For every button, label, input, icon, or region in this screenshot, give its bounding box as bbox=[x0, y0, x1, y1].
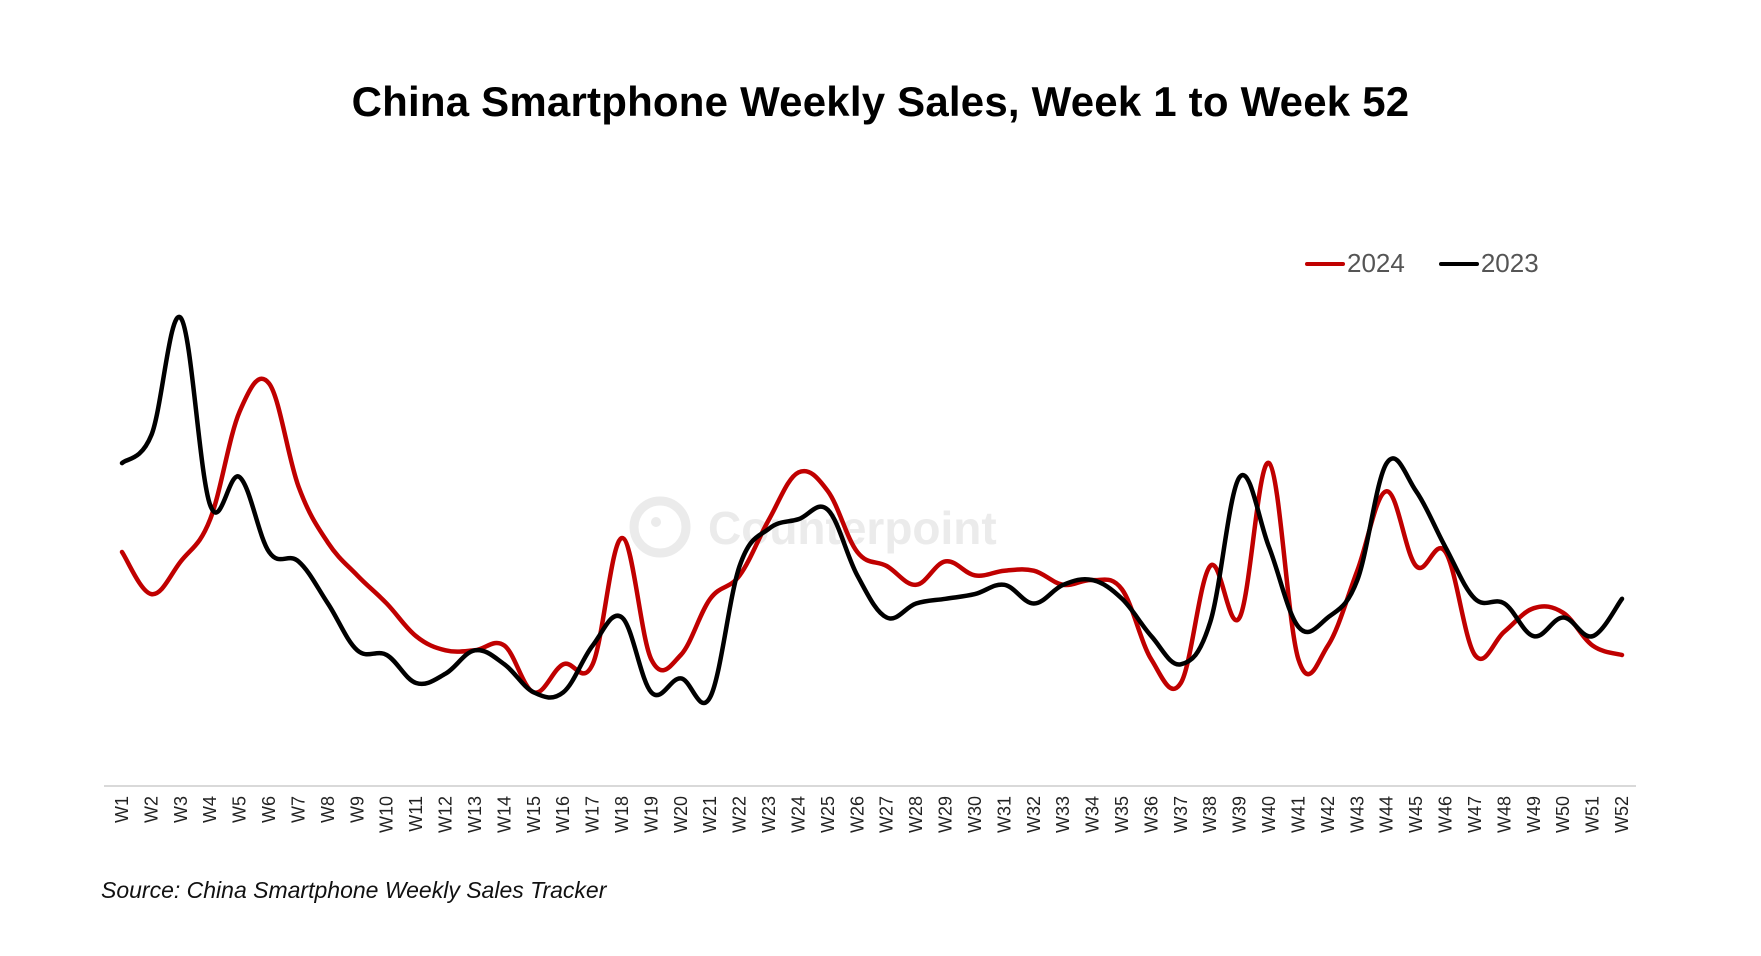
x-tick-label: W26 bbox=[847, 796, 867, 833]
x-tick-label: W24 bbox=[788, 796, 808, 833]
x-tick-label: W13 bbox=[465, 796, 485, 833]
x-tick-label: W52 bbox=[1612, 796, 1632, 833]
x-tick-label: W19 bbox=[641, 796, 661, 833]
x-tick-label: W43 bbox=[1347, 796, 1367, 833]
x-tick-label: W27 bbox=[877, 796, 897, 833]
x-tick-label: W7 bbox=[288, 796, 308, 823]
legend-swatch-2023 bbox=[1438, 261, 1479, 266]
x-tick-label: W23 bbox=[759, 796, 779, 833]
x-tick-label: W40 bbox=[1259, 796, 1279, 833]
x-tick-label: W15 bbox=[524, 796, 544, 833]
legend-label-2023: 2023 bbox=[1480, 248, 1539, 278]
x-tick-label: W6 bbox=[259, 796, 279, 823]
series-group bbox=[119, 314, 1625, 706]
series-line-2023 bbox=[119, 314, 1625, 706]
x-tick-label: W32 bbox=[1024, 796, 1044, 833]
x-tick-label: W42 bbox=[1318, 796, 1338, 833]
x-tick-label: W51 bbox=[1583, 796, 1603, 833]
x-tick-label: W33 bbox=[1053, 796, 1073, 833]
x-tick-label: W10 bbox=[377, 796, 397, 833]
x-tick-label: W36 bbox=[1141, 796, 1161, 833]
x-tick-label: W3 bbox=[171, 796, 191, 823]
source-note: Source: China Smartphone Weekly Sales Tr… bbox=[101, 877, 607, 903]
x-tick-label: W35 bbox=[1112, 796, 1132, 833]
x-tick-label: W31 bbox=[994, 796, 1014, 833]
x-tick-label: W9 bbox=[347, 796, 367, 823]
legend-label-2024: 2024 bbox=[1347, 248, 1405, 278]
x-tick-label: W28 bbox=[906, 796, 926, 833]
x-tick-label: W17 bbox=[583, 796, 603, 833]
x-tick-label: W25 bbox=[818, 796, 838, 833]
x-tick-label: W22 bbox=[730, 796, 750, 833]
x-tick-label: W18 bbox=[612, 796, 632, 833]
x-tick-label: W48 bbox=[1494, 796, 1514, 833]
x-tick-label: W4 bbox=[200, 796, 220, 823]
x-tick-label: W46 bbox=[1436, 796, 1456, 833]
x-tick-label: W39 bbox=[1230, 796, 1250, 833]
chart-title: China Smartphone Weekly Sales, Week 1 to… bbox=[351, 78, 1410, 125]
x-tick-label: W45 bbox=[1406, 796, 1426, 833]
x-tick-label: W41 bbox=[1288, 796, 1308, 833]
legend-item-2023: 2023 bbox=[1438, 248, 1539, 279]
x-axis-ticks: W1 W2 W3 W4 W5 W6 W7 W8 W9 W10 W11 W12 W13 W14 W15 W16 W… bbox=[112, 796, 1632, 833]
x-tick-label: W29 bbox=[936, 796, 956, 833]
watermark-logo-dot bbox=[651, 517, 661, 527]
x-tick-label: W34 bbox=[1083, 796, 1103, 833]
x-tick-label: W21 bbox=[700, 796, 720, 833]
x-tick-label: W38 bbox=[1200, 796, 1220, 833]
x-tick-label: W2 bbox=[141, 796, 161, 823]
x-tick-label: W37 bbox=[1171, 796, 1191, 833]
legend: 2024 2023 bbox=[1305, 248, 1539, 279]
x-tick-label: W16 bbox=[553, 796, 573, 833]
x-tick-label: W30 bbox=[965, 796, 985, 833]
x-tick-label: W50 bbox=[1553, 796, 1573, 833]
x-tick-label: W11 bbox=[406, 796, 426, 832]
legend-item-2024: 2024 bbox=[1305, 248, 1405, 279]
x-tick-label: W8 bbox=[318, 796, 338, 823]
x-tick-label: W20 bbox=[671, 796, 691, 833]
x-tick-label: W1 bbox=[112, 796, 132, 823]
x-tick-label: W47 bbox=[1465, 796, 1485, 833]
legend-swatch-2024 bbox=[1305, 261, 1345, 266]
x-tick-label: W14 bbox=[494, 796, 514, 833]
x-tick-label: W44 bbox=[1377, 796, 1397, 833]
watermark-logo-icon bbox=[629, 496, 691, 558]
x-tick-label: W49 bbox=[1524, 796, 1544, 833]
x-tick-label: W5 bbox=[230, 796, 250, 823]
x-tick-label: W12 bbox=[436, 796, 456, 833]
